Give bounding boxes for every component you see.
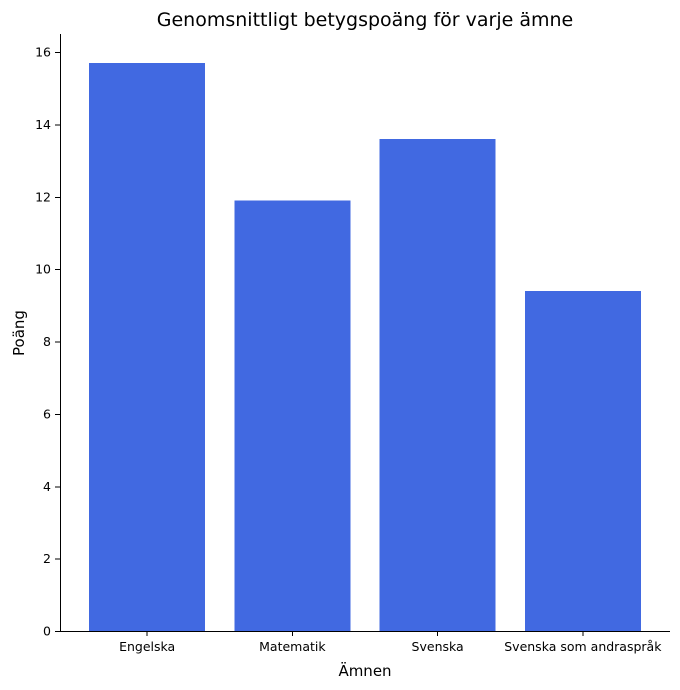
bar-2 (234, 200, 351, 631)
chart-title: Genomsnittligt betygspoäng för varje ämn… (157, 9, 573, 31)
x-axis-ticks: Engelska Matematik Svenska Svenska som andr… (119, 631, 662, 654)
bars-group (89, 62, 641, 632)
y-tick-label-10: 10 (35, 262, 51, 277)
y-axis-label: Poäng (10, 310, 28, 356)
y-axis-ticks: 0 2 4 6 8 10 12 14 16 (35, 45, 60, 639)
bar-4 (524, 290, 641, 631)
y-tick-label-0: 0 (43, 624, 51, 639)
y-tick-label-12: 12 (35, 189, 51, 204)
y-tick-label-2: 2 (43, 551, 51, 566)
x-tick-label-1: Engelska (119, 639, 175, 654)
y-tick-label-16: 16 (35, 45, 51, 60)
bar-1 (89, 62, 206, 632)
x-axis-label: Ämnen (338, 661, 391, 680)
x-tick-label-3: Svenska (412, 639, 464, 654)
y-tick-label-14: 14 (35, 117, 51, 132)
y-tick-label-4: 4 (43, 479, 51, 494)
y-tick-label-6: 6 (43, 406, 51, 421)
bar-3 (379, 138, 496, 631)
x-tick-label-2: Matematik (259, 639, 326, 654)
y-tick-label-8: 8 (43, 334, 51, 349)
x-tick-label-4: Svenska som andraspråk (504, 639, 662, 654)
